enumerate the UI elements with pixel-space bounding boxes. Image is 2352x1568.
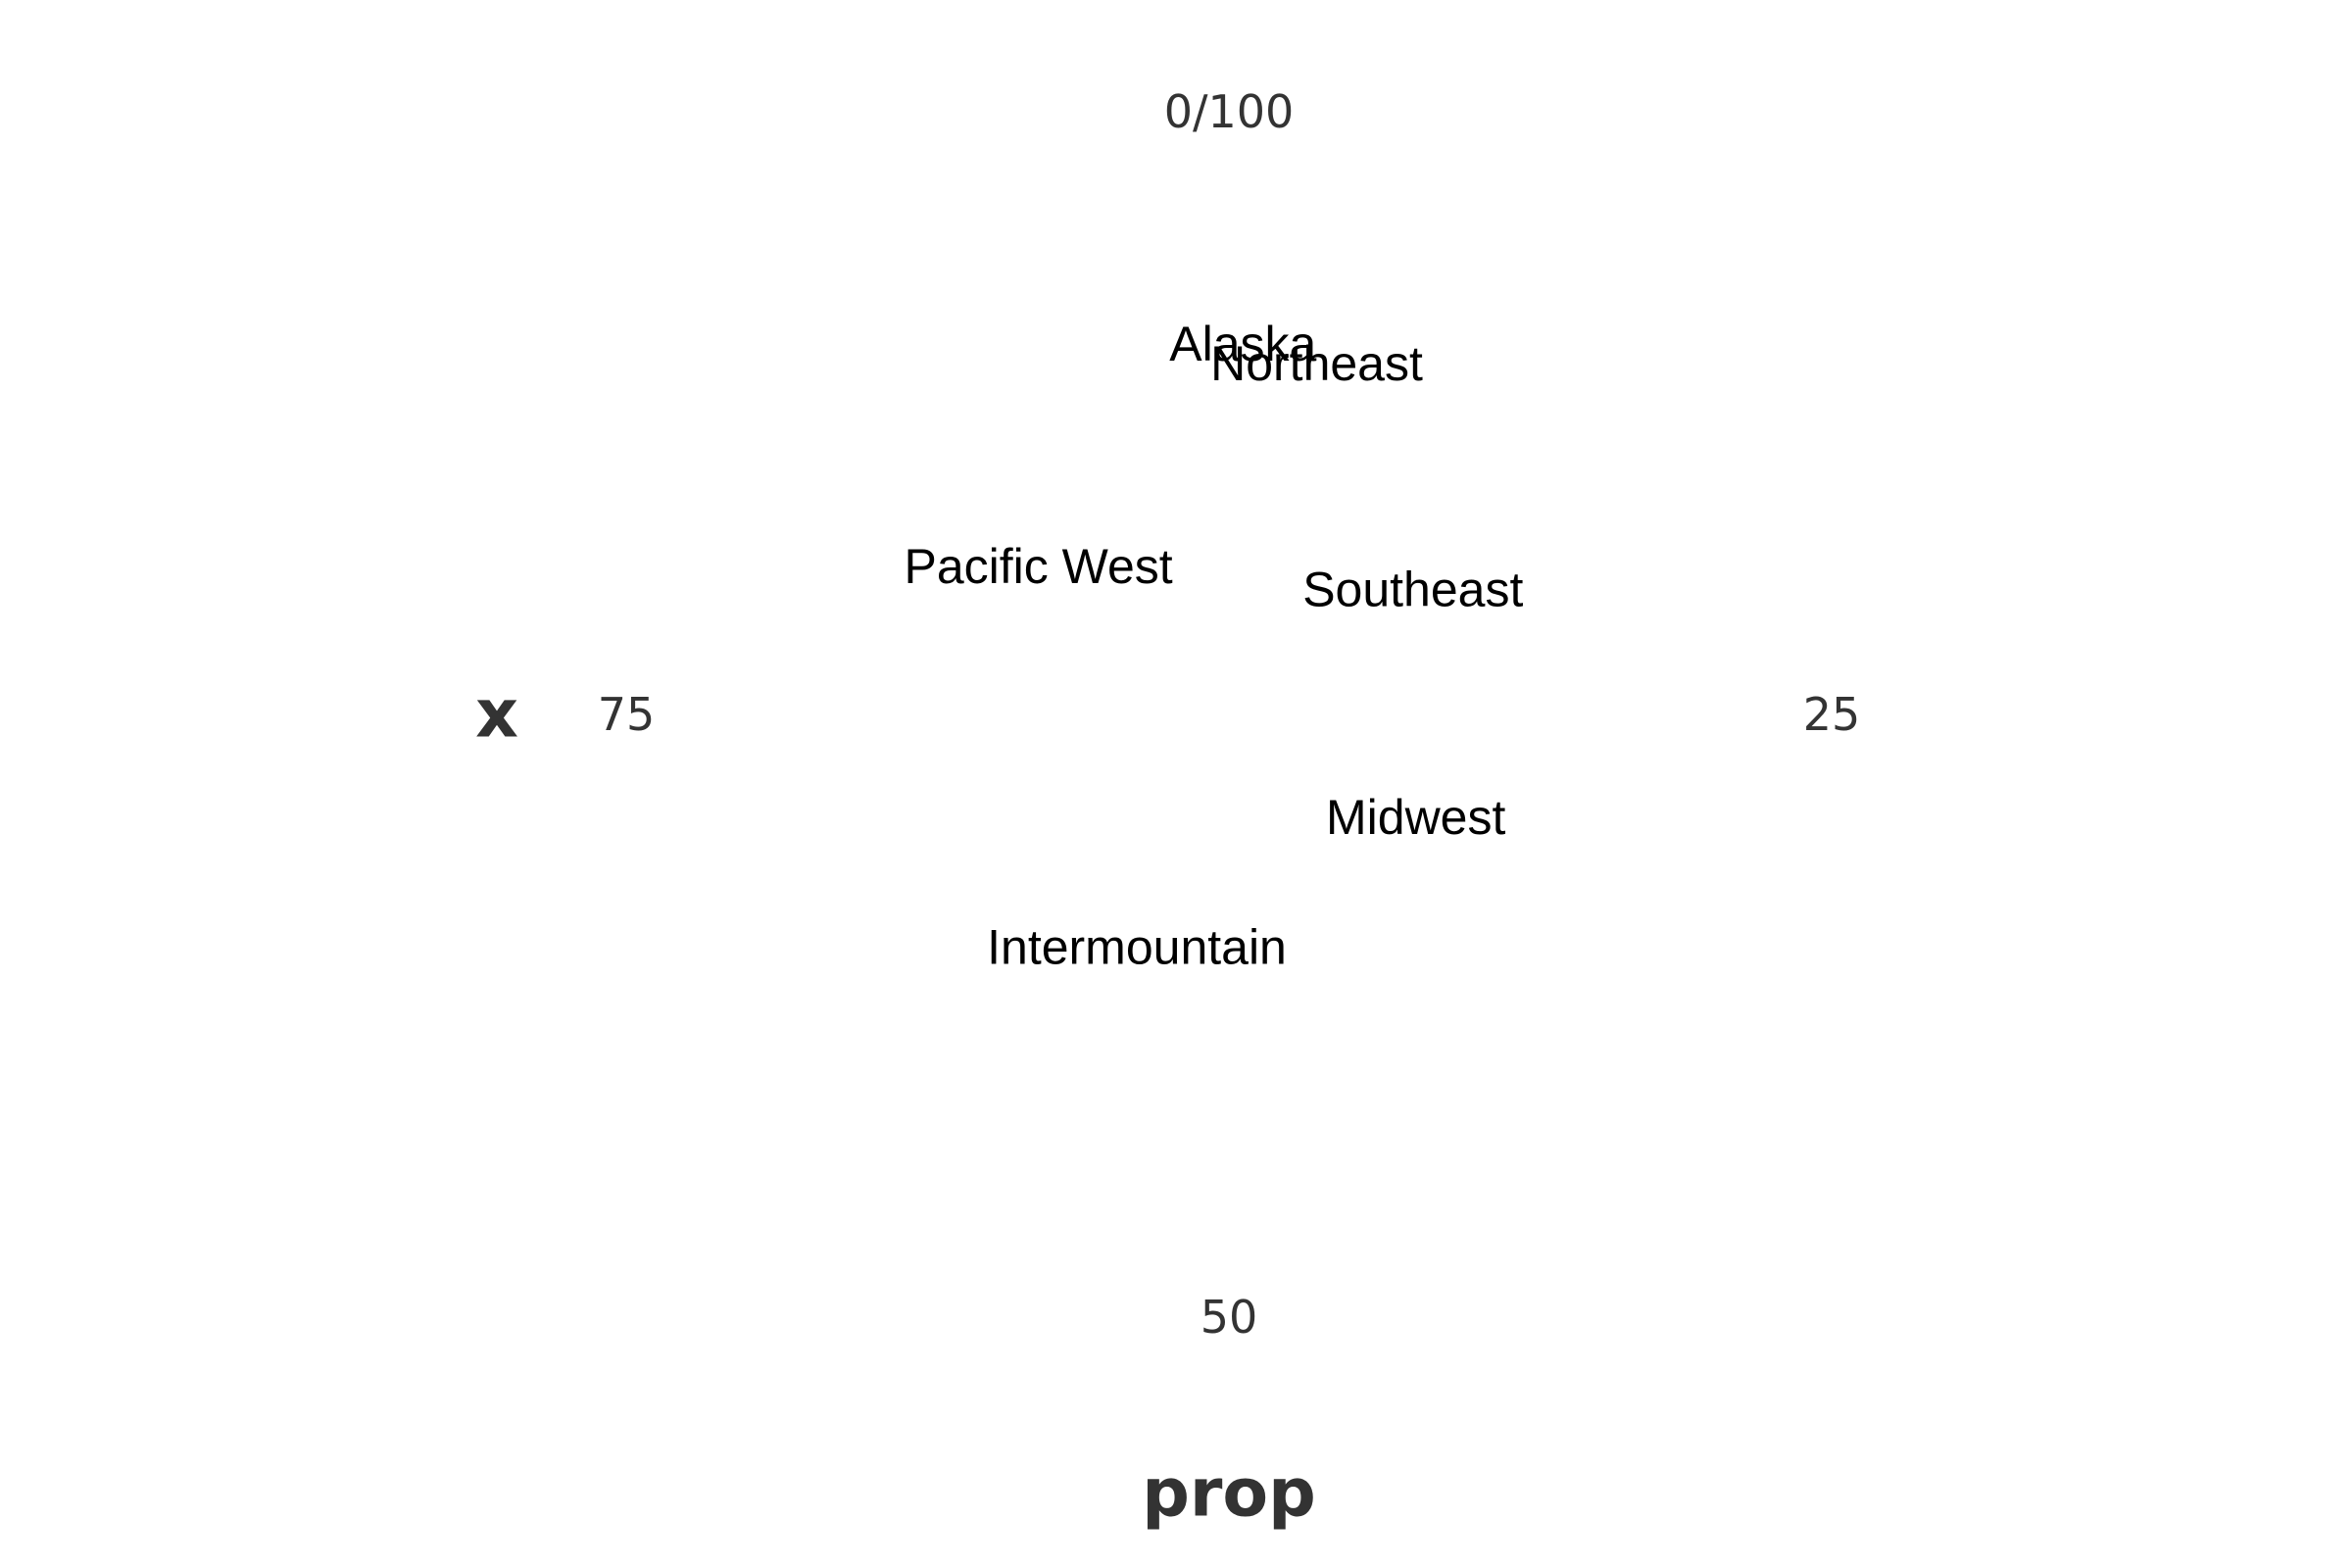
point-label: Southeast	[1302, 562, 1523, 616]
theta-tick-label: 0/100	[1164, 85, 1295, 138]
r-axis-title: x	[475, 676, 518, 754]
point-label: Alaska	[1169, 317, 1316, 371]
point-label: Midwest	[1326, 790, 1505, 845]
theta-axis-title: prop	[1142, 1455, 1316, 1533]
theta-tick-label: 25	[1803, 688, 1861, 741]
theta-axis-ticks: 0/100 25 50 75	[598, 85, 1861, 1344]
point-label: Pacific West	[905, 539, 1173, 594]
theta-tick-label: 75	[598, 688, 656, 741]
point-label: Northeast	[1210, 336, 1423, 391]
theta-tick-label: 50	[1200, 1291, 1258, 1344]
point-label: Intermountain	[987, 920, 1287, 975]
